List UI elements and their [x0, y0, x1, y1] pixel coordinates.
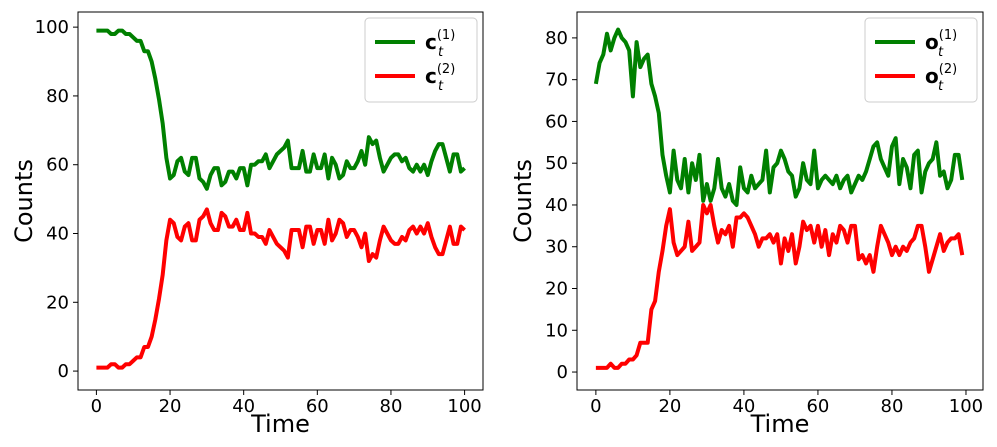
legend-label: c(2) t	[425, 62, 455, 94]
x-tick-label: 40	[232, 396, 255, 417]
y-tick-label: 80	[46, 86, 69, 107]
series-line	[96, 207, 466, 370]
legend-name: c	[425, 30, 437, 54]
legend-subscript: t	[938, 45, 944, 60]
y-axis-label: Counts	[509, 159, 537, 243]
legend-superscript: (1)	[939, 28, 957, 43]
y-tick-label: 0	[58, 361, 69, 382]
y-tick-label: 40	[46, 224, 69, 245]
legend-subscript: t	[438, 45, 444, 60]
y-tick-label: 20	[46, 292, 69, 313]
y-tick-label: 30	[545, 237, 568, 258]
legend-label: o(2) t	[925, 62, 957, 94]
y-tick-label: 50	[545, 153, 568, 174]
series-line	[595, 202, 965, 370]
legend-box	[364, 17, 478, 103]
x-axis-label: Time	[250, 410, 310, 438]
y-tick-label: 0	[557, 362, 568, 383]
y-tick-label: 70	[545, 70, 568, 91]
x-tick-label: 20	[658, 396, 681, 417]
y-tick-label: 10	[545, 320, 568, 341]
legend-superscript: (1)	[437, 28, 455, 43]
legend-subscript: t	[938, 79, 944, 94]
x-tick-label: 80	[881, 396, 904, 417]
y-tick-label: 20	[545, 279, 568, 300]
x-tick-label: 100	[447, 396, 481, 417]
x-tick-label: 60	[306, 396, 329, 417]
legend-box	[864, 17, 978, 103]
legend-superscript: (2)	[437, 62, 455, 77]
y-tick-label: 40	[545, 195, 568, 216]
legend-subscript: t	[438, 79, 444, 94]
x-tick-label: 0	[91, 396, 102, 417]
legend-label: c(1) t	[425, 28, 455, 60]
y-tick-label: 80	[545, 28, 568, 49]
x-tick-label: 60	[806, 396, 829, 417]
y-tick-label: 60	[46, 155, 69, 176]
y-tick-label: 60	[545, 111, 568, 132]
legend-superscript: (2)	[939, 62, 957, 77]
x-tick-label: 100	[949, 396, 983, 417]
x-tick-label: 40	[732, 396, 755, 417]
x-tick-label: 80	[380, 396, 403, 417]
x-tick-label: 20	[159, 396, 182, 417]
x-axis-label: Time	[750, 410, 810, 438]
series-line	[593, 27, 965, 207]
legend-label: o(1) t	[925, 28, 957, 60]
legend-name: o	[925, 64, 939, 88]
x-tick-label: 0	[590, 396, 601, 417]
legend-name: o	[925, 30, 939, 54]
y-axis-label: Counts	[10, 159, 38, 243]
legend-name: c	[425, 64, 437, 88]
y-tick-label: 100	[35, 17, 69, 38]
series-line	[96, 28, 466, 191]
